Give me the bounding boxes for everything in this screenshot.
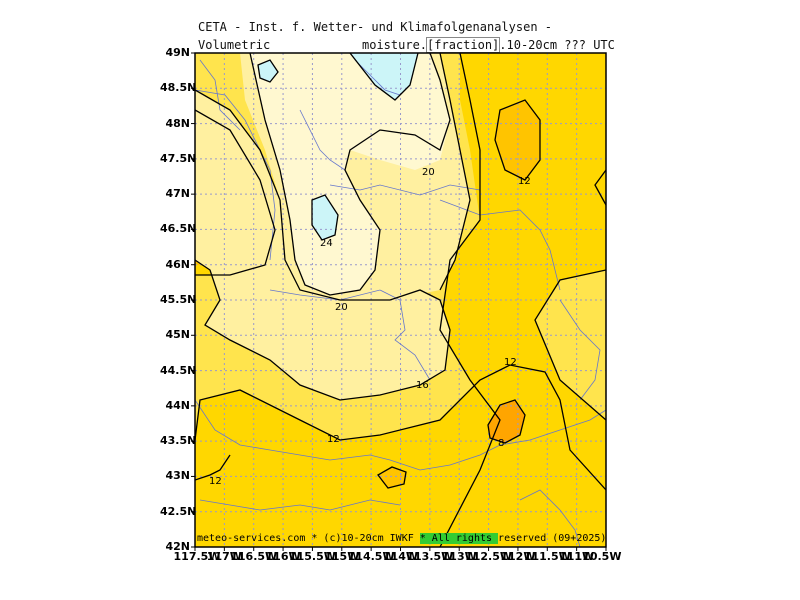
contour-12-east-blob [494, 99, 541, 181]
x-tick-label: 117W [206, 550, 242, 563]
x-tick-label: 111W [559, 550, 595, 563]
y-tick-label: 43.5N [160, 434, 197, 448]
contour-8-south [377, 466, 407, 489]
contour-12-south [195, 364, 606, 491]
y-tick-label: 46N [165, 257, 190, 271]
footer-text-b: reserved (09+2025) [498, 533, 607, 544]
field-16-20-west [195, 90, 450, 400]
contour-label: 8 [498, 438, 504, 449]
contour-label: 12 [327, 434, 340, 445]
footer-text-highlight: * All rights [419, 533, 499, 544]
y-tick-label: 43N [165, 469, 190, 483]
border-line-3 [299, 109, 346, 171]
contour-label-group: 24 20 20 16 12 12 12 12 8 [209, 167, 531, 487]
river-3 [439, 199, 561, 291]
y-tick-label: 49N [165, 46, 190, 59]
contour-label: 20 [422, 167, 435, 178]
axis-ticks [191, 52, 607, 551]
y-tick-label: 44N [165, 398, 190, 412]
x-tick-label: 112W [500, 550, 536, 563]
y-tick-label: 45.5N [160, 293, 197, 306]
y-tick-label: 47.5N [160, 151, 197, 165]
contour-16-north [439, 53, 471, 291]
river-5 [195, 399, 451, 471]
x-tick-label: 116.5W [230, 550, 278, 563]
x-tick-label: 114W [382, 550, 419, 563]
boundaries [195, 59, 606, 547]
x-tick-label: 115.5W [288, 550, 336, 563]
y-tick-label: 42.5N [160, 504, 197, 518]
contour-8-east [487, 399, 526, 444]
map-plot: 24 20 20 16 12 12 12 12 8 [195, 53, 606, 547]
contour-24-north [349, 53, 419, 101]
contour-24-center [311, 194, 339, 241]
contour-label: 16 [416, 380, 429, 391]
contour-label: 12 [518, 176, 531, 187]
x-tick-label: 114.5W [347, 550, 395, 563]
contour-24-small [257, 59, 279, 83]
border-line-2 [199, 59, 241, 131]
x-tick-label: 115W [324, 550, 360, 563]
contour-label: 12 [504, 357, 517, 368]
contour-label: 12 [209, 476, 222, 487]
contour-label: 24 [320, 238, 333, 249]
chart-title-variable: Volumetric [198, 38, 271, 52]
contour-lines [195, 53, 606, 547]
chart-title-units: moisture.[fraction].10-20cm ??? UTC [362, 37, 615, 53]
contour-label: 20 [335, 302, 348, 313]
river-6 [449, 409, 606, 466]
field-over-24-center [312, 195, 338, 240]
x-tick-label: 113.5W [406, 550, 454, 563]
chart-title-line1: CETA - Inst. f. Wetter- und Klimafolgena… [198, 20, 553, 34]
y-tick-label: 44.5N [160, 363, 197, 377]
contour-12-east [439, 53, 501, 547]
y-tick-label: 47N [165, 187, 190, 201]
x-tick-label: 113W [441, 550, 477, 563]
field-under-8-south [378, 467, 406, 488]
contour-12-east-2 [534, 269, 606, 421]
y-tick-label: 46.5N [160, 222, 197, 236]
contour-16 [195, 89, 451, 401]
contour-12-edge [594, 169, 606, 206]
units-prefix: moisture. [362, 38, 428, 52]
units-suffix: .10-20cm ??? UTC [499, 38, 615, 52]
contour-12-west [195, 109, 276, 276]
contour-20 [249, 53, 451, 296]
y-tick-label: 45N [165, 328, 190, 342]
x-tick-label: 116W [265, 550, 301, 563]
x-tick-label: 111.5W [523, 550, 571, 563]
y-tick-label: 48N [165, 116, 190, 130]
x-tick-label: 110.5W [574, 550, 622, 563]
y-tick-label: 42N [165, 540, 190, 553]
river-9 [519, 489, 581, 547]
river-8 [199, 499, 401, 511]
footer-text-a: meteo-services.com * (c)10-20cm IWKF [197, 533, 420, 544]
river-4 [269, 289, 431, 381]
y-tick-label: 48.5N [160, 81, 197, 95]
units-box: [fraction] [426, 37, 501, 53]
x-tick-label: 117.5W [173, 550, 221, 563]
x-tick-label: 112.5W [465, 550, 513, 563]
contour-12-southwest [195, 454, 231, 481]
river-7 [559, 299, 601, 401]
footer-copyright: meteo-services.com * (c)10-20cm IWKF * A… [197, 533, 606, 544]
